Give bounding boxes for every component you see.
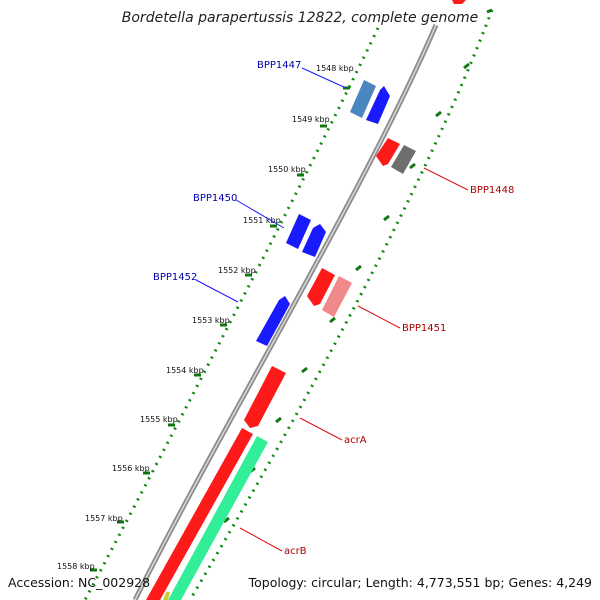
leader-bpp1451	[357, 305, 401, 329]
ruler-track-inner-right	[188, 9, 494, 600]
kbp-label: 1555 kbp	[140, 415, 178, 424]
gene-bpp1452[interactable]	[256, 296, 290, 346]
gene-acrB-olive[interactable]	[163, 592, 170, 600]
gene-acrB-green[interactable]	[168, 436, 268, 600]
gene-label-bpp1447[interactable]: BPP1447	[257, 60, 301, 71]
gene-bpp1451-red[interactable]	[307, 268, 335, 306]
kbp-label: 1556 kbp	[112, 464, 150, 473]
ruler-track-outer-left	[83, 27, 380, 600]
gene-label-acrA[interactable]: acrA	[344, 435, 367, 446]
leader-bpp1450	[235, 199, 285, 229]
kbp-label: 1550 kbp	[268, 165, 306, 174]
kbp-tick-marks	[90, 86, 350, 572]
map-title: Bordetella parapertussis 12822, complete…	[122, 10, 478, 26]
gene-bpp1447-a[interactable]	[350, 80, 376, 118]
kbp-label: 1558 kbp	[57, 562, 95, 571]
leader-bpp1452	[195, 279, 239, 303]
gene-bpp1447-b[interactable]	[366, 86, 390, 124]
kbp-label: 1549 kbp	[292, 115, 330, 124]
genome-backbone-highlight	[134, 24, 437, 600]
accession-text: Accession: NC_002928	[8, 575, 150, 590]
leader-acrB	[239, 527, 283, 552]
kbp-label: 1554 kbp	[166, 366, 204, 375]
kbp-label: 1551 kbp	[243, 216, 281, 225]
gene-bpp1450-b[interactable]	[302, 224, 326, 257]
gene-label-bpp1452[interactable]: BPP1452	[153, 272, 197, 283]
leader-acrA	[299, 417, 343, 441]
gene-bpp1448-grey[interactable]	[391, 145, 416, 174]
gene-bpp1450-a[interactable]	[286, 214, 311, 249]
kbp-label: 1553 kbp	[192, 316, 230, 325]
gene-label-acrB[interactable]: acrB	[284, 546, 307, 557]
leader-bpp1448	[423, 167, 469, 191]
kbp-label: 1557 kbp	[85, 514, 123, 523]
gene-label-bpp1451[interactable]: BPP1451	[402, 323, 446, 334]
leader-bpp1447	[301, 67, 347, 89]
gene-bpp1448-red[interactable]	[376, 138, 400, 166]
gene-label-bpp1448[interactable]: BPP1448	[470, 185, 514, 196]
gene-label-bpp1450[interactable]: BPP1450	[193, 193, 237, 204]
gene-acrA[interactable]	[244, 366, 286, 428]
gene-bpp1451-pink[interactable]	[322, 276, 352, 317]
kbp-label: 1552 kbp	[218, 266, 256, 275]
gene-acrB-red[interactable]	[146, 428, 253, 600]
gene-red-top[interactable]	[452, 0, 466, 4]
kbp-label: 1548 kbp	[316, 64, 354, 73]
topology-text: Topology: circular; Length: 4,773,551 bp…	[248, 575, 592, 590]
